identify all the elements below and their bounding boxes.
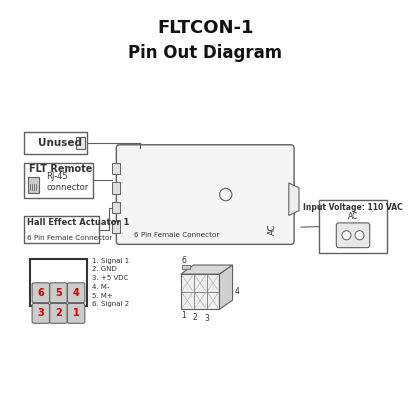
Bar (24, 163, 93, 198)
Text: 2: 2 (193, 312, 197, 322)
Text: FLTCON-1: FLTCON-1 (157, 19, 253, 37)
Text: 2: 2 (55, 308, 62, 318)
FancyBboxPatch shape (336, 223, 370, 248)
Polygon shape (181, 265, 233, 274)
Text: 1: 1 (181, 311, 186, 320)
Text: 6 Pin Female Connector: 6 Pin Female Connector (134, 232, 219, 238)
Text: Unused: Unused (38, 138, 82, 148)
Bar (28, 177, 39, 193)
Text: RJ-45
connector: RJ-45 connector (46, 171, 89, 192)
Circle shape (220, 188, 232, 201)
Text: FLT Remote: FLT Remote (29, 164, 92, 174)
FancyBboxPatch shape (32, 303, 50, 323)
FancyBboxPatch shape (67, 303, 85, 323)
Text: 3: 3 (37, 308, 44, 318)
Text: 6 Pin Female Connector: 6 Pin Female Connector (27, 235, 112, 241)
FancyBboxPatch shape (32, 283, 50, 302)
Bar (182, 265, 190, 269)
Text: 6: 6 (37, 288, 44, 298)
Bar (77, 137, 85, 149)
Bar (112, 163, 120, 174)
Bar (112, 221, 120, 233)
Text: Hall Effect Actuator 1: Hall Effect Actuator 1 (27, 218, 129, 228)
Text: Input Voltage: 110 VAC: Input Voltage: 110 VAC (303, 203, 403, 212)
Text: 5: 5 (55, 288, 62, 298)
Circle shape (355, 231, 364, 240)
Text: Pin Out Diagram: Pin Out Diagram (128, 44, 282, 62)
FancyBboxPatch shape (50, 303, 67, 323)
Bar (181, 274, 220, 309)
Text: 4: 4 (73, 288, 79, 298)
Bar (30, 259, 87, 305)
Bar (112, 182, 120, 194)
Text: 1: 1 (73, 308, 79, 318)
Polygon shape (220, 265, 233, 309)
Text: AC: AC (268, 224, 277, 235)
Bar (112, 202, 120, 213)
FancyBboxPatch shape (116, 145, 294, 244)
Text: 4: 4 (234, 287, 239, 296)
Bar (24, 131, 87, 154)
Text: 1. Signal 1
2. GND
3. +5 VDC
4. M-
5. M+
6. Signal 2: 1. Signal 1 2. GND 3. +5 VDC 4. M- 5. M+… (92, 258, 129, 307)
Text: AC: AC (348, 212, 358, 221)
FancyBboxPatch shape (67, 283, 85, 302)
Circle shape (342, 231, 351, 240)
FancyBboxPatch shape (50, 283, 67, 302)
Bar (24, 216, 99, 243)
Text: 3: 3 (204, 314, 209, 323)
Bar (319, 200, 386, 253)
Text: 6: 6 (182, 255, 186, 265)
Polygon shape (289, 183, 299, 215)
